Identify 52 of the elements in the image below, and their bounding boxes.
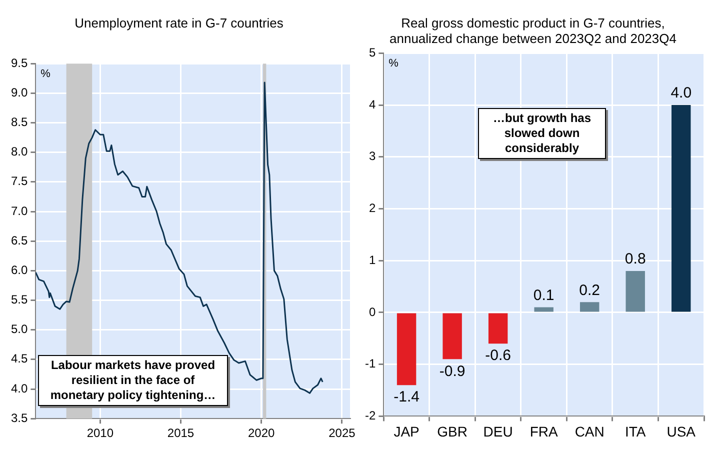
y-tick-label: 2 xyxy=(368,201,376,216)
bar xyxy=(442,313,462,360)
data-label: 4.0 xyxy=(670,84,692,102)
bar xyxy=(672,105,691,312)
y-tick-label: 0 xyxy=(368,304,376,319)
y-tick-label: 3 xyxy=(368,149,376,164)
x-tick-label: GBR xyxy=(437,423,468,440)
y-tick-label: 5.0 xyxy=(10,322,28,336)
annotation: …but growth has slowed down considerably xyxy=(478,108,606,159)
bar xyxy=(580,302,600,312)
x-tick-label: ITA xyxy=(624,423,646,440)
x-tick-label: USA xyxy=(666,423,696,440)
y-tick-label: 7.5 xyxy=(10,174,28,188)
y-tick-label: 9.5 xyxy=(10,56,28,70)
bar xyxy=(534,307,554,312)
y-tick-label: -2 xyxy=(365,408,376,423)
y-tick-label: 8.0 xyxy=(10,144,28,159)
annotation: Labour markets have proved resilient in the face of monetary policy tightening… xyxy=(38,355,228,406)
y-tick-label: 6.0 xyxy=(10,262,28,277)
x-tick-label: FRA xyxy=(530,423,558,440)
y-tick-label: 9.0 xyxy=(10,85,28,100)
data-label: 0.8 xyxy=(624,250,646,268)
data-label: 0.1 xyxy=(533,286,554,304)
x-tick-label: 2020 xyxy=(248,426,276,440)
y-tick-label: 6.5 xyxy=(10,233,28,248)
chart-title: Real gross domestic product in G-7 countries, annualized change between 2023Q2 and 2023Q4 xyxy=(390,15,676,46)
y-tick-label: 4.0 xyxy=(10,381,28,396)
y-tick-label: 4.5 xyxy=(10,352,28,366)
y-tick-label: 3.5 xyxy=(10,410,28,425)
x-tick-label: CAN xyxy=(574,423,604,440)
bar xyxy=(488,313,508,344)
y-tick-label: 4 xyxy=(368,97,376,112)
y-tick-label: -1 xyxy=(365,356,376,371)
x-tick-label: JAP xyxy=(394,423,420,440)
bar xyxy=(626,271,645,312)
data-label: -1.4 xyxy=(394,388,420,406)
x-tick-label: 2010 xyxy=(86,426,114,440)
y-axis-title: % xyxy=(388,58,399,70)
bar xyxy=(396,313,416,386)
chart-title: Unemployment rate in G-7 countries xyxy=(74,15,284,30)
y-tick-label: 8.5 xyxy=(10,115,28,130)
y-tick-label: 5.5 xyxy=(10,292,28,307)
y-tick-label: 1 xyxy=(368,252,376,267)
x-tick-label: DEU xyxy=(483,423,513,440)
y-tick-label: 7.0 xyxy=(10,204,28,218)
data-label: -0.9 xyxy=(439,362,466,380)
x-tick-label: 2025 xyxy=(328,426,356,440)
y-tick-label: 5 xyxy=(368,46,376,60)
y-axis-title: % xyxy=(40,68,51,80)
x-tick-label: 2015 xyxy=(167,426,194,440)
data-label: -0.6 xyxy=(485,347,512,364)
data-label: 0.2 xyxy=(579,282,600,299)
